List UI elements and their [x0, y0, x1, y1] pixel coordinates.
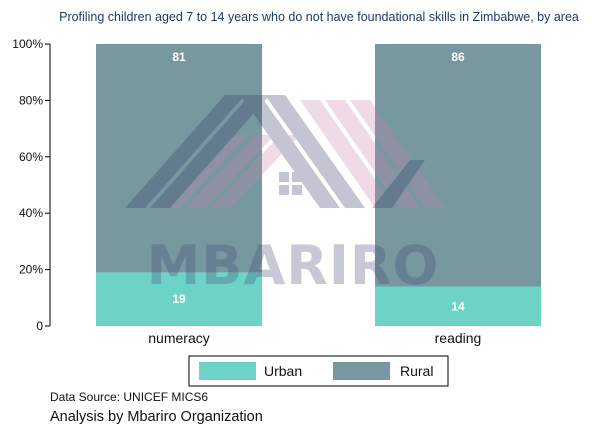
y-tick-label: 40% [19, 206, 43, 220]
axes: 0 20% 40% 60% 80% 100% [12, 37, 51, 333]
x-tick-label-numeracy: numeracy [148, 330, 209, 346]
bar-rural-numeracy [96, 44, 262, 273]
x-tick-label-reading: reading [435, 330, 482, 346]
y-tick-label: 80% [19, 93, 43, 107]
legend: Urban Rural [188, 355, 449, 387]
y-tick-label: 20% [19, 263, 43, 277]
bar-rural-reading [375, 44, 541, 287]
data-label-rural-reading: 86 [451, 50, 465, 64]
bars: 19 81 numeracy 14 86 reading [96, 44, 541, 346]
legend-swatch-rural [333, 362, 390, 380]
chart-title: Profiling children aged 7 to 14 years wh… [59, 10, 579, 24]
y-tick-label: 0 [36, 319, 43, 333]
data-label-rural-numeracy: 81 [172, 50, 186, 64]
data-label-urban-numeracy: 19 [172, 292, 186, 306]
data-source-note: Data Source: UNICEF MICS6 [50, 390, 209, 404]
watermark-logo: MBARIRO [125, 95, 445, 297]
legend-label-urban: Urban [264, 363, 302, 379]
y-tick-label: 60% [19, 150, 43, 164]
data-label-urban-reading: 14 [451, 299, 465, 313]
legend-label-rural: Rural [400, 363, 433, 379]
analysis-credit: Analysis by Mbariro Organization [50, 409, 263, 425]
watermark-text: MBARIRO [147, 234, 440, 297]
bar-urban-numeracy [96, 272, 262, 326]
bar-urban-reading [375, 286, 541, 326]
y-tick-label: 100% [12, 37, 43, 51]
legend-swatch-urban [199, 362, 256, 380]
